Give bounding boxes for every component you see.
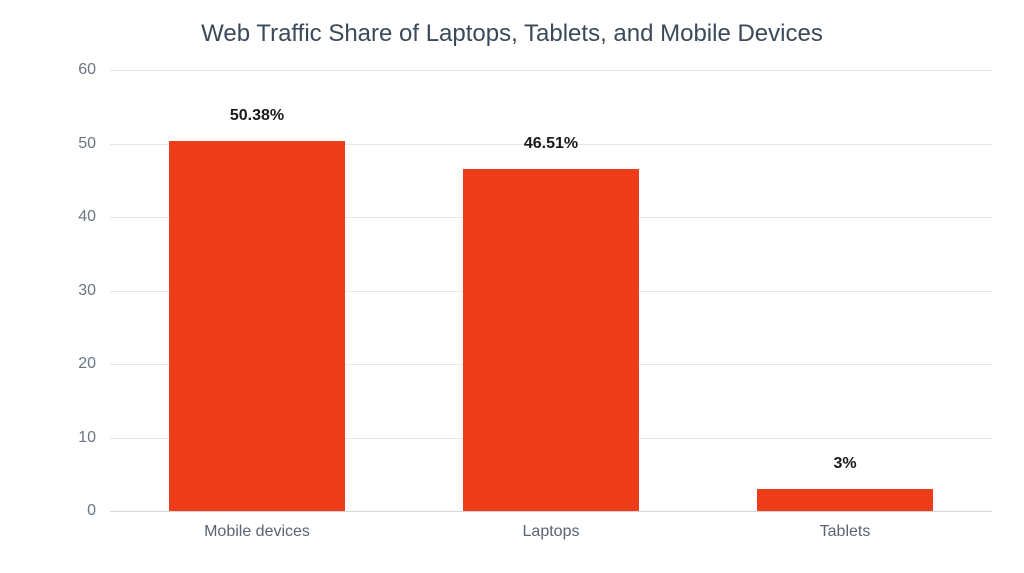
- bar-value-label: 46.51%: [524, 135, 578, 153]
- gridline: [110, 70, 992, 71]
- y-tick-label: 40: [0, 208, 96, 226]
- chart-title: Web Traffic Share of Laptops, Tablets, a…: [0, 20, 1024, 48]
- y-tick-label: 10: [0, 429, 96, 447]
- bar: [757, 489, 933, 511]
- bar: [169, 141, 345, 511]
- y-tick-label: 30: [0, 282, 96, 300]
- y-tick-label: 20: [0, 355, 96, 373]
- x-tick-label: Tablets: [820, 523, 871, 541]
- x-tick-label: Mobile devices: [204, 523, 310, 541]
- y-tick-label: 50: [0, 135, 96, 153]
- bar-value-label: 50.38%: [230, 107, 284, 125]
- y-tick-label: 0: [0, 502, 96, 520]
- bar-value-label: 3%: [833, 455, 856, 473]
- bar: [463, 169, 639, 511]
- y-tick-label: 60: [0, 61, 96, 79]
- x-tick-label: Laptops: [523, 523, 580, 541]
- traffic-share-chart: Web Traffic Share of Laptops, Tablets, a…: [0, 0, 1024, 573]
- gridline: [110, 511, 992, 512]
